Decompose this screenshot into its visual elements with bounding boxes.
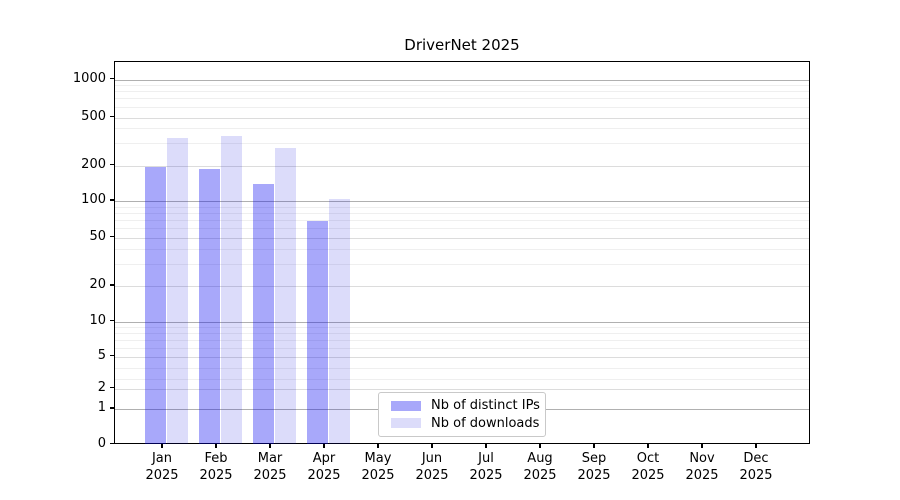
- y-tick-label-1: 1: [97, 400, 106, 415]
- legend-item-downloads: Nb of downloads: [386, 415, 540, 431]
- minor-gridline: [115, 249, 809, 250]
- gridline-1000: [115, 79, 809, 81]
- y-tick-label-2: 2: [97, 379, 106, 395]
- x-tick-mark: [215, 444, 217, 449]
- y-tick-label-1000: 1000: [72, 70, 106, 86]
- x-tick-mark: [377, 444, 379, 449]
- x-tick-label-aug: Aug 2025: [523, 451, 557, 483]
- gridline-100: [115, 201, 809, 202]
- gridline-2: [115, 388, 809, 390]
- y-tick-mark: [109, 442, 114, 445]
- legend-label-distinct-ips: Nb of distinct IPs: [431, 398, 540, 414]
- y-tick-mark: [109, 235, 114, 238]
- legend-item-distinct-ips: Nb of distinct IPs: [386, 398, 540, 414]
- gridline-200: [115, 165, 809, 167]
- y-tick-mark: [109, 407, 114, 409]
- x-tick-mark: [647, 444, 649, 449]
- chart-title: DriverNet 2025: [404, 36, 520, 54]
- y-tick-mark: [109, 284, 114, 286]
- x-tick-label-dec: Dec 2025: [739, 451, 773, 483]
- legend-label-downloads: Nb of downloads: [431, 415, 540, 431]
- legend-swatch-distinct-ips: [391, 400, 421, 411]
- x-tick-label-nov: Nov 2025: [685, 451, 719, 483]
- x-tick-mark: [755, 444, 757, 449]
- x-tick-mark: [431, 444, 433, 449]
- bar-downloads-apr: [329, 198, 350, 445]
- x-tick-label-jun: Jun 2025: [415, 451, 449, 483]
- x-tick-mark: [323, 444, 325, 449]
- y-tick-label-500: 500: [81, 108, 106, 124]
- x-tick-mark: [269, 444, 271, 449]
- minor-gridline: [115, 379, 809, 380]
- y-tick-mark: [109, 77, 114, 80]
- y-tick-mark: [109, 386, 114, 389]
- x-tick-label-feb: Feb 2025: [199, 451, 233, 483]
- bar-downloads-mar: [275, 147, 296, 445]
- x-tick-label-jul: Jul 2025: [469, 451, 503, 483]
- y-tick-mark: [109, 163, 114, 166]
- gridline-500: [115, 117, 809, 119]
- x-tick-mark: [485, 444, 487, 449]
- minor-gridline: [115, 91, 809, 93]
- minor-gridline: [115, 85, 809, 87]
- minor-gridline: [115, 333, 809, 334]
- y-tick-label-5: 5: [97, 347, 106, 363]
- minor-gridline: [115, 106, 809, 108]
- minor-gridline: [115, 264, 809, 265]
- minor-gridline: [115, 212, 809, 214]
- x-tick-label-sep: Sep 2025: [577, 451, 611, 483]
- y-tick-label-0: 0: [97, 435, 106, 451]
- bar-distinct-ips-mar: [253, 183, 274, 445]
- bar-distinct-ips-feb: [199, 169, 220, 445]
- y-tick-label-50: 50: [89, 228, 106, 244]
- x-tick-label-apr: Apr 2025: [307, 451, 341, 483]
- bar-downloads-feb: [221, 136, 242, 445]
- x-tick-label-oct: Oct 2025: [631, 451, 665, 483]
- minor-gridline: [115, 127, 809, 129]
- gridline-5: [115, 356, 809, 358]
- minor-gridline: [115, 219, 809, 221]
- minor-gridline: [115, 347, 809, 349]
- minor-gridline: [115, 227, 809, 229]
- gridline-10: [115, 321, 809, 323]
- y-tick-label-200: 200: [81, 156, 106, 172]
- y-tick-mark: [109, 354, 114, 357]
- legend-swatch-downloads: [391, 418, 421, 429]
- x-tick-mark: [161, 444, 163, 449]
- minor-gridline: [115, 98, 809, 100]
- bar-distinct-ips-jan: [145, 166, 166, 445]
- y-tick-mark: [109, 115, 114, 118]
- x-tick-label-may: May 2025: [361, 451, 395, 483]
- legend: Nb of distinct IPs Nb of downloads: [378, 392, 546, 437]
- minor-gridline: [115, 327, 809, 328]
- bar-distinct-ips-apr: [307, 221, 328, 445]
- y-tick-label-20: 20: [89, 277, 106, 292]
- x-tick-mark: [593, 444, 595, 449]
- x-tick-mark: [701, 444, 703, 449]
- minor-gridline: [115, 206, 809, 208]
- x-tick-mark: [539, 444, 541, 449]
- y-tick-label-100: 100: [81, 192, 106, 207]
- gridline-50: [115, 237, 809, 239]
- y-tick-mark: [109, 199, 114, 201]
- gridline-20: [115, 286, 809, 287]
- bar-downloads-jan: [167, 138, 188, 445]
- x-tick-label-jan: Jan 2025: [145, 451, 179, 483]
- y-tick-label-10: 10: [89, 312, 106, 328]
- x-tick-label-mar: Mar 2025: [253, 451, 287, 483]
- minor-gridline: [115, 340, 809, 341]
- minor-gridline: [115, 368, 809, 369]
- plot-area: [114, 60, 810, 445]
- y-tick-mark: [109, 319, 114, 322]
- minor-gridline: [115, 143, 809, 144]
